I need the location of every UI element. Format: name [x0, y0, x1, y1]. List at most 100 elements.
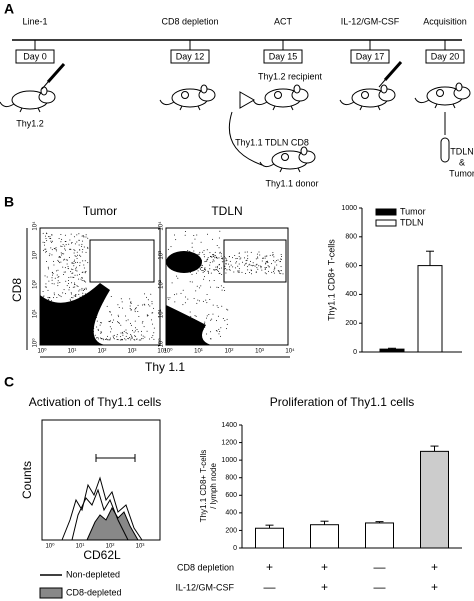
cell: [120, 332, 122, 334]
cell: [74, 274, 76, 276]
cell: [189, 281, 191, 283]
cell: [76, 261, 78, 263]
cell: [73, 252, 75, 254]
cell: [216, 286, 218, 288]
flow-x-tick: 10²: [225, 349, 234, 355]
histogram-title: Activation of Thy1.1 cells: [29, 395, 162, 409]
mouse-ear: [380, 84, 388, 94]
cell: [200, 260, 202, 262]
cell: [280, 266, 282, 268]
cell: [82, 302, 84, 304]
cell: [117, 321, 119, 323]
cell: [120, 324, 122, 326]
cell: [108, 320, 110, 322]
cell: [58, 260, 60, 262]
cell: [76, 274, 78, 276]
cell: [50, 300, 52, 302]
cell: [43, 295, 45, 297]
mouse-leg: [272, 105, 276, 111]
cell: [216, 305, 218, 307]
cell: [83, 267, 85, 269]
cell: [82, 303, 84, 305]
cell: [171, 264, 173, 266]
cell: [118, 322, 120, 324]
cell: [84, 330, 86, 332]
harvest-label: Tumor: [449, 168, 474, 178]
cell: [82, 322, 84, 324]
mouse-tail: [414, 97, 430, 104]
cell: [61, 254, 63, 256]
gate: [223, 239, 287, 283]
cell: [142, 335, 144, 337]
cell: [130, 309, 132, 311]
cell: [261, 257, 263, 259]
cell: [184, 323, 186, 325]
cell: [200, 264, 202, 266]
cell: [205, 269, 207, 271]
cell: [261, 260, 263, 262]
cell: [57, 269, 59, 271]
cell: [238, 256, 240, 258]
cell: [191, 273, 193, 275]
cell: [130, 301, 132, 303]
cell: [100, 337, 102, 339]
y-tick-label: 0: [353, 349, 357, 356]
cell: [130, 339, 132, 341]
cell: [249, 272, 251, 274]
tumor: [274, 91, 282, 99]
cell: [50, 237, 52, 239]
cell: [205, 299, 207, 301]
day-box: [15, 49, 55, 64]
cell: [256, 253, 258, 255]
tumor: [361, 91, 369, 99]
cell: [84, 293, 86, 295]
cell: [254, 265, 256, 267]
cell: [51, 271, 53, 273]
cell: [206, 260, 208, 262]
cell: [246, 259, 248, 261]
cell: [203, 278, 205, 280]
cell: [147, 299, 149, 301]
cell: [53, 248, 55, 250]
cell: [282, 273, 284, 275]
cell: [71, 241, 73, 243]
cell: [81, 279, 83, 281]
cell: [83, 330, 85, 332]
mouse-ear: [40, 86, 48, 96]
cell: [271, 271, 273, 273]
cell: [66, 263, 68, 265]
cell: [149, 305, 151, 307]
flow-y-tick: 10²: [33, 280, 39, 289]
cell: [51, 241, 53, 243]
cell: [82, 294, 84, 296]
cell: [216, 244, 218, 246]
cell: [144, 293, 146, 295]
cell: [70, 300, 72, 302]
cell: [202, 300, 204, 302]
cell: [90, 329, 92, 331]
cell: [214, 251, 216, 253]
cell: [65, 280, 67, 282]
cell: [279, 261, 281, 263]
cell: [172, 266, 174, 268]
cell: [87, 246, 89, 248]
cell: [87, 312, 89, 314]
cell: [203, 271, 205, 273]
legend-swatch: [375, 208, 397, 216]
cell: [279, 272, 281, 274]
cell: [110, 320, 112, 322]
cell: [125, 332, 127, 334]
cell: [71, 268, 73, 270]
cell: [176, 320, 178, 322]
cell: [278, 271, 280, 273]
cell: [53, 294, 55, 296]
cell: [65, 259, 67, 261]
cell: [226, 259, 228, 261]
cell: [82, 333, 84, 335]
cell: [79, 273, 81, 275]
cell: [137, 311, 139, 313]
cell: [81, 240, 83, 242]
mouse-leg: [359, 105, 363, 111]
cell: [210, 338, 212, 340]
cell: [81, 335, 83, 337]
